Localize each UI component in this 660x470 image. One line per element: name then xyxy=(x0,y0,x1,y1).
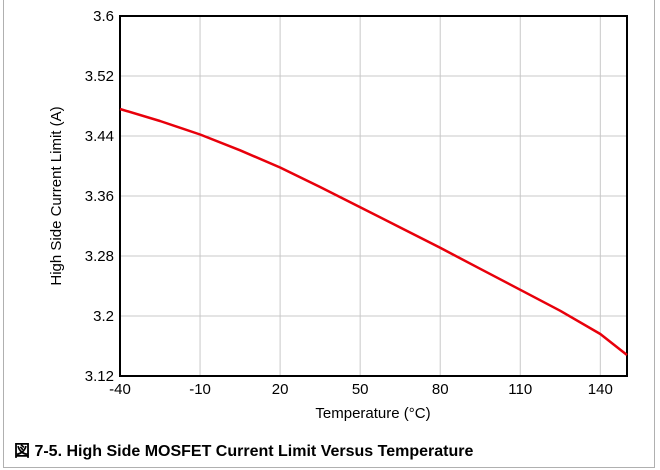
x-tick-label: -40 xyxy=(109,381,131,398)
x-tick-label: 110 xyxy=(508,381,532,398)
x-tick-label: 50 xyxy=(352,381,369,398)
y-tick-label: 3.52 xyxy=(85,68,114,85)
grid xyxy=(119,15,627,377)
plot-area-frame xyxy=(119,15,628,377)
figure-caption: 図 7-5. High Side MOSFET Current Limit Ve… xyxy=(14,443,474,460)
x-tick-labels: -40 -10 20 50 80 110 140 xyxy=(109,381,613,398)
y-tick-label: 3.36 xyxy=(85,188,114,205)
series-layer xyxy=(119,107,628,356)
x-tick-label: 140 xyxy=(588,381,613,398)
x-tick-label: -10 xyxy=(189,381,211,398)
y-axis-title: High Side Current Limit (A) xyxy=(48,106,65,285)
x-axis-title: Temperature (°C) xyxy=(315,405,430,422)
figure-frame xyxy=(3,0,655,468)
y-tick-label: 3.44 xyxy=(85,128,114,145)
y-tick-label: 3.6 xyxy=(93,8,114,25)
y-tick-label: 3.28 xyxy=(85,248,114,265)
series-line xyxy=(119,107,628,356)
y-tick-label: 3.12 xyxy=(85,368,114,385)
y-tick-labels: 3.12 3.2 3.28 3.36 3.44 3.52 3.6 xyxy=(85,8,114,385)
x-tick-label: 80 xyxy=(432,381,449,398)
x-tick-label: 20 xyxy=(272,381,289,398)
y-tick-label: 3.2 xyxy=(93,308,114,325)
